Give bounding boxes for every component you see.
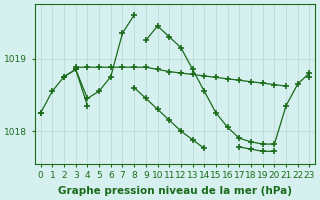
X-axis label: Graphe pression niveau de la mer (hPa): Graphe pression niveau de la mer (hPa) bbox=[58, 186, 292, 196]
